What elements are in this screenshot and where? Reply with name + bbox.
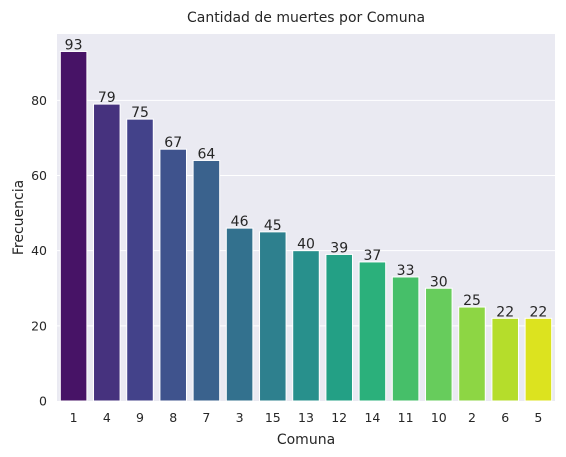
chart-title: Cantidad de muertes por Comuna: [187, 10, 425, 26]
bar-value-label: 39: [330, 240, 348, 256]
bar: [192, 159, 221, 402]
y-tick-label: 40: [31, 243, 47, 258]
y-tick-label: 80: [31, 93, 47, 108]
bar: [159, 148, 187, 402]
bar-value-label: 64: [197, 146, 215, 162]
x-tick-label: 15: [265, 410, 281, 425]
x-tick-label: 7: [202, 410, 210, 425]
bar: [259, 231, 287, 402]
x-tick-label: 14: [364, 410, 380, 425]
bar: [225, 227, 254, 402]
bar-value-label: 75: [131, 105, 149, 121]
bar-value-label: 22: [529, 304, 547, 320]
y-axis-ticks: 0 20 40 60 80: [31, 93, 47, 409]
x-tick-label: 1: [70, 410, 78, 425]
x-tick-label: 12: [331, 410, 347, 425]
x-tick-label: 4: [103, 410, 111, 425]
bar: [292, 250, 320, 402]
x-tick-label: 6: [501, 410, 509, 425]
bar: [391, 276, 420, 402]
bar-value-label: 79: [98, 90, 116, 106]
bar-value-label: 45: [264, 218, 282, 234]
x-axis-label: Comuna: [277, 432, 335, 448]
bar: [491, 317, 519, 402]
bar: [458, 306, 486, 402]
y-tick-label: 0: [39, 394, 47, 409]
bar: [59, 50, 88, 402]
x-tick-label: 9: [136, 410, 144, 425]
x-axis-ticks: 1 4 9 8 7 3 15 13 12 14 11 10 2 6 5: [70, 410, 543, 425]
bar-labels: 93 79 75 67 64 46 45 40 39 37 33 30 25 22 22: [65, 37, 548, 320]
bar-value-label: 37: [363, 248, 381, 264]
y-tick-label: 20: [31, 318, 47, 333]
bar-value-label: 25: [463, 293, 481, 309]
bar-value-label: 33: [397, 263, 415, 279]
x-tick-label: 11: [398, 410, 414, 425]
x-tick-label: 10: [431, 410, 447, 425]
bar-value-label: 46: [231, 214, 249, 230]
y-axis-label: Frecuencia: [11, 180, 27, 255]
x-tick-label: 5: [534, 410, 542, 425]
bar-value-label: 22: [496, 304, 514, 320]
bar-value-label: 67: [164, 135, 182, 151]
bar-value-label: 93: [65, 37, 83, 53]
bars: [59, 50, 553, 402]
bar: [93, 103, 121, 402]
x-tick-label: 8: [169, 410, 177, 425]
bar: [126, 118, 154, 402]
bar-value-label: 40: [297, 237, 315, 253]
x-tick-label: 13: [298, 410, 314, 425]
y-tick-label: 60: [31, 168, 47, 183]
x-tick-label: 3: [236, 410, 244, 425]
bar: [425, 287, 453, 402]
bar: [358, 261, 387, 402]
bar: [524, 317, 553, 402]
x-tick-label: 2: [468, 410, 476, 425]
bar-value-label: 30: [430, 274, 448, 290]
bar: [325, 253, 353, 402]
